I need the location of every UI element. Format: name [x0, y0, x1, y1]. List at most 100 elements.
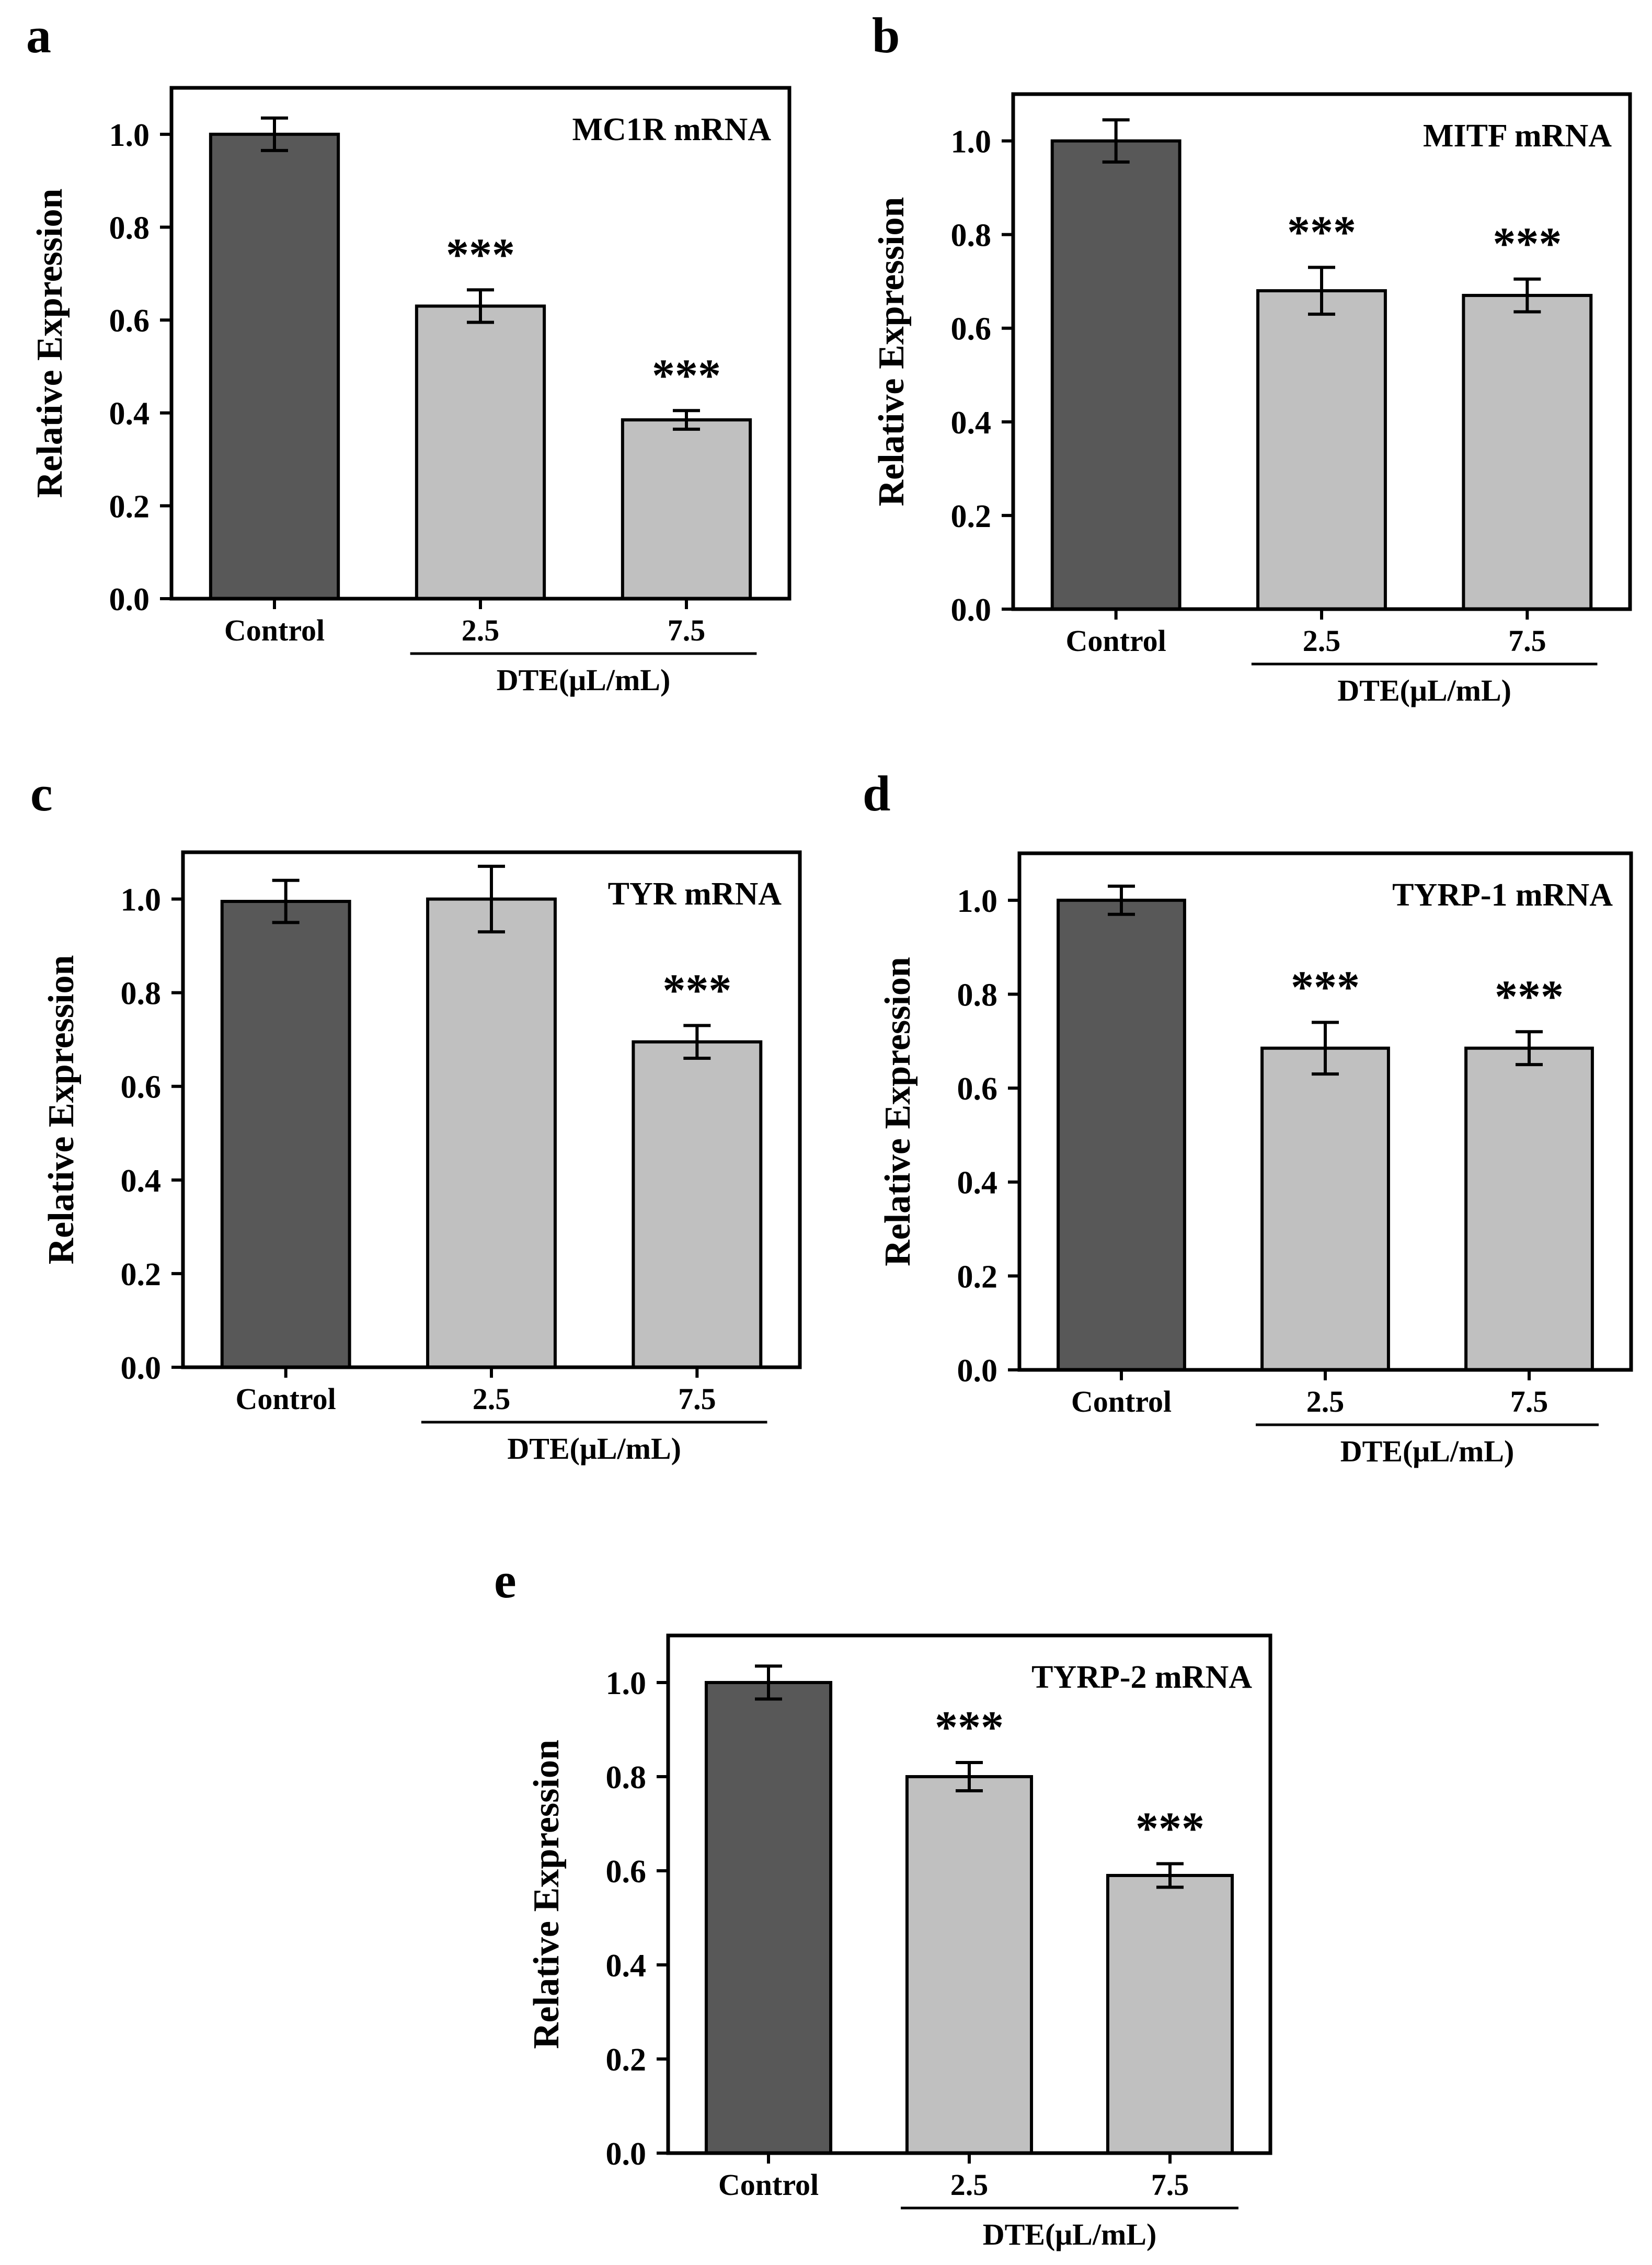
y-tick-label: 0.2 — [951, 499, 992, 534]
y-tick-label: 0.4 — [606, 1948, 647, 1984]
x-tick-label: Control — [1066, 624, 1166, 658]
y-tick-label: 0.4 — [109, 396, 150, 432]
error-bar — [478, 864, 505, 934]
panel-b: b *** *** 0.0 0.2 0.4 0.6 0.8 1.0 Control 2.5 7.5 DT… — [871, 7, 1632, 707]
x-tick-label: 2.5 — [462, 613, 500, 647]
y-tick-label: 0.6 — [121, 1070, 162, 1105]
error-bar — [755, 1664, 782, 1701]
significance-label: *** — [652, 350, 721, 401]
y-tick-label: 0.0 — [109, 582, 150, 617]
significance-label: *** — [1135, 1804, 1204, 1855]
x-tick-label: 7.5 — [1151, 2168, 1189, 2202]
error-bar — [1308, 266, 1335, 316]
bar-control — [704, 1681, 833, 2155]
bar-2-5 — [905, 1775, 1034, 2155]
y-tick-label: 1.0 — [957, 884, 998, 919]
panel-letter: c — [30, 765, 53, 821]
bar-control — [220, 900, 351, 1369]
group-label: DTE(μL/mL) — [497, 663, 671, 697]
y-tick-label: 1.0 — [951, 124, 992, 160]
bar-2-5 — [1260, 1046, 1390, 1371]
y-tick-label: 1.0 — [121, 883, 162, 918]
error-bar — [467, 288, 494, 324]
y-tick-label: 0.4 — [121, 1163, 162, 1199]
y-tick-label: 0.6 — [951, 312, 992, 347]
bar-2-5 — [1256, 289, 1387, 611]
x-tick-label: 7.5 — [1508, 624, 1546, 658]
chart-title: TYRP-2 mRNA — [1031, 1660, 1252, 1695]
panel-letter: d — [863, 765, 890, 821]
panel-d: d *** *** 0.0 0.2 0.4 0.6 0.8 1.0 Control 2.5 7.5 DT… — [863, 765, 1633, 1468]
y-tick-label: 0.8 — [606, 1760, 647, 1795]
bar-7-5 — [1106, 1874, 1234, 2155]
error-bar — [683, 1024, 711, 1060]
bar-7-5 — [621, 418, 752, 600]
error-bar — [1516, 1030, 1543, 1067]
y-tick-label: 0.2 — [121, 1257, 162, 1292]
bar-control — [1050, 139, 1181, 611]
significance-label: *** — [935, 1702, 1004, 1753]
bar-7-5 — [1464, 1046, 1594, 1371]
bar-7-5 — [1462, 294, 1593, 611]
y-tick-label: 0.6 — [957, 1071, 998, 1107]
x-tick-label: Control — [224, 613, 325, 647]
bar-control — [1057, 898, 1186, 1372]
y-tick-label: 1.0 — [606, 1666, 647, 1701]
error-bar — [1156, 1862, 1184, 1889]
x-tick-label: Control — [236, 1382, 336, 1416]
panel-letter: b — [872, 7, 900, 63]
group-label: DTE(μL/mL) — [1337, 673, 1511, 707]
x-tick-label: 7.5 — [678, 1382, 716, 1416]
chart-title: TYR mRNA — [608, 876, 782, 912]
y-tick-label: 0.6 — [606, 1854, 647, 1890]
significance-label: *** — [1287, 207, 1356, 258]
y-tick-label: 0.4 — [951, 405, 992, 441]
y-axis-label: Relative Expression — [871, 197, 912, 507]
bar-2-5 — [426, 897, 557, 1369]
x-tick-label: Control — [1071, 1385, 1172, 1419]
bar-2-5 — [415, 304, 546, 600]
y-tick-label: 0.2 — [957, 1259, 998, 1295]
panel-e: e *** *** 0.0 0.2 0.4 0.6 0.8 1.0 Control 2.5 7.5 DT… — [494, 1552, 1272, 2251]
x-tick-label: 2.5 — [473, 1382, 511, 1416]
chart-title: MC1R mRNA — [572, 112, 771, 147]
significance-label: *** — [1493, 219, 1562, 270]
y-tick-label: 0.8 — [951, 218, 992, 254]
y-tick-label: 0.8 — [109, 210, 150, 246]
panel-a: a *** *** 0.0 0.2 0.4 0.6 0.8 1.0 Control 2.5 7.5 DT… — [26, 7, 791, 697]
significance-label: *** — [662, 965, 731, 1016]
significance-label: *** — [1495, 971, 1564, 1022]
y-tick-label: 0.2 — [606, 2042, 647, 2078]
significance-label: *** — [1291, 962, 1360, 1013]
group-label: DTE(μL/mL) — [983, 2217, 1157, 2251]
error-bar — [673, 409, 700, 431]
x-tick-label: 2.5 — [1303, 624, 1341, 658]
error-bar — [1513, 277, 1541, 314]
y-tick-label: 0.0 — [121, 1351, 162, 1386]
y-tick-label: 0.2 — [109, 489, 150, 524]
y-tick-label: 0.0 — [957, 1353, 998, 1389]
panel-letter: e — [494, 1552, 517, 1608]
y-axis-label: Relative Expression — [30, 189, 70, 498]
chart-title: TYRP-1 mRNA — [1392, 877, 1613, 913]
y-tick-label: 0.8 — [957, 977, 998, 1013]
error-bar — [1312, 1021, 1339, 1076]
x-tick-label: Control — [718, 2168, 819, 2202]
y-tick-label: 0.8 — [121, 976, 162, 1012]
y-axis-label: Relative Expression — [41, 955, 82, 1265]
x-tick-label: 2.5 — [950, 2168, 989, 2202]
panel-c: c *** 0.0 0.2 0.4 0.6 0.8 1.0 Control 2.5 7.5 DTE(μ… — [30, 765, 802, 1466]
panel-letter: a — [26, 7, 51, 63]
x-tick-label: 7.5 — [1510, 1385, 1548, 1419]
bar-7-5 — [632, 1040, 763, 1369]
x-tick-label: 2.5 — [1306, 1385, 1345, 1419]
error-bar — [1102, 118, 1130, 164]
x-tick-label: 7.5 — [668, 613, 706, 647]
error-bar — [1108, 884, 1135, 916]
error-bar — [261, 116, 288, 152]
significance-label: *** — [446, 230, 515, 280]
error-bar — [272, 878, 300, 924]
group-label: DTE(μL/mL) — [1340, 1434, 1515, 1468]
y-tick-label: 0.0 — [951, 592, 992, 628]
